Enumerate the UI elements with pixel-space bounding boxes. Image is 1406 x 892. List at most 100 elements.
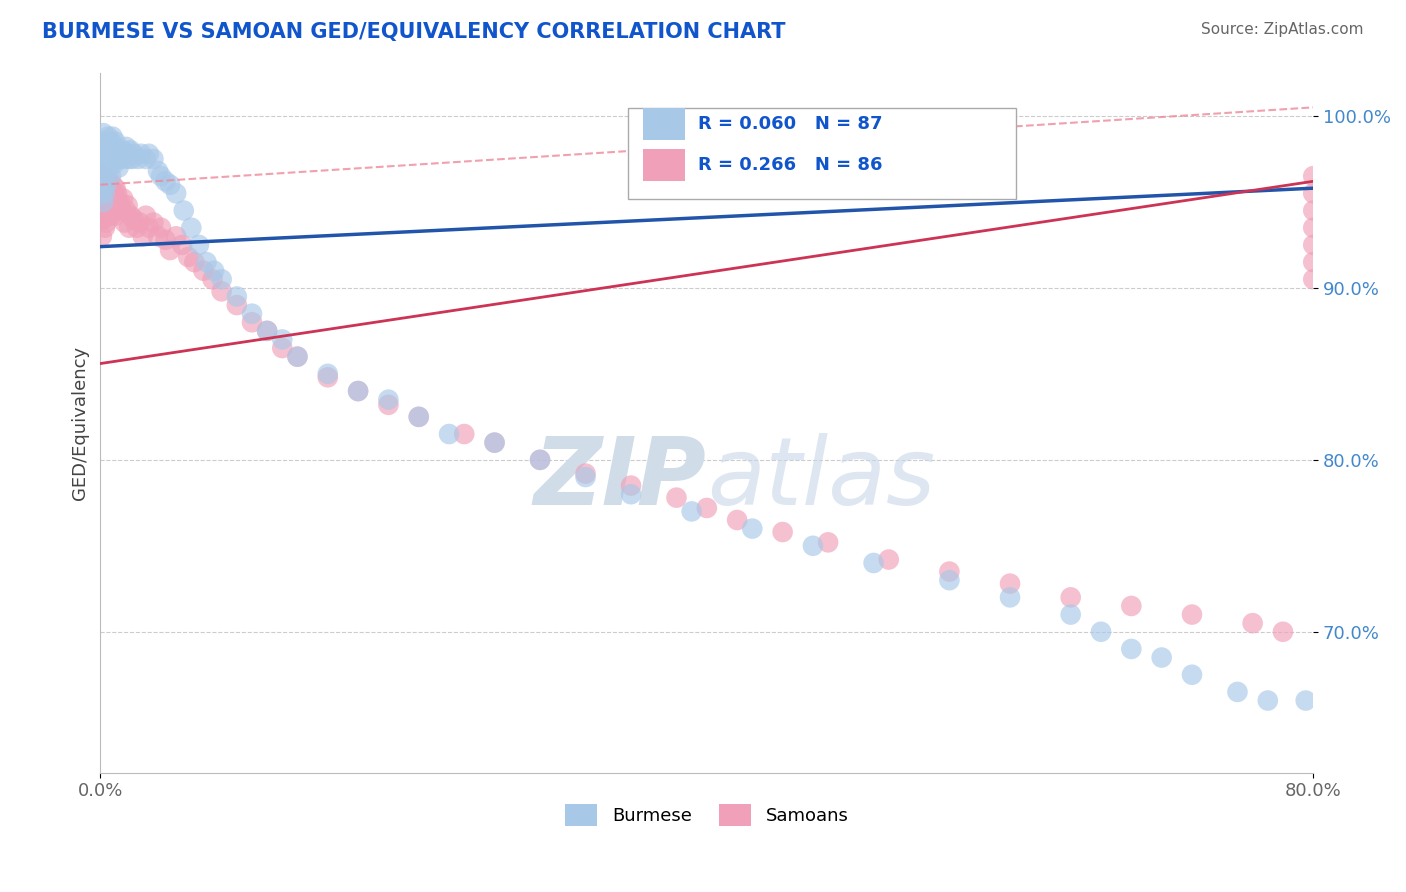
Point bbox=[172, 238, 194, 252]
Point bbox=[94, 220, 117, 235]
Point bbox=[202, 263, 225, 277]
Point bbox=[681, 504, 703, 518]
Point bbox=[146, 229, 169, 244]
Point bbox=[1302, 169, 1324, 183]
Point bbox=[135, 209, 157, 223]
Point bbox=[877, 552, 900, 566]
Point bbox=[93, 178, 115, 192]
Point bbox=[1150, 650, 1173, 665]
Point bbox=[1090, 624, 1112, 639]
Point bbox=[93, 212, 115, 227]
Point bbox=[94, 135, 117, 149]
Point bbox=[101, 129, 124, 144]
Point bbox=[271, 333, 294, 347]
Point bbox=[125, 220, 148, 235]
Point bbox=[90, 152, 112, 166]
Point bbox=[135, 152, 157, 166]
Point bbox=[195, 255, 218, 269]
Point bbox=[103, 140, 125, 154]
Point bbox=[115, 203, 138, 218]
Point bbox=[105, 146, 128, 161]
Point bbox=[801, 539, 824, 553]
Point bbox=[142, 152, 165, 166]
Point bbox=[94, 169, 117, 183]
Point bbox=[100, 186, 122, 201]
Point bbox=[93, 144, 115, 158]
Point bbox=[938, 565, 960, 579]
Point bbox=[408, 409, 430, 424]
Point bbox=[100, 169, 122, 183]
Point bbox=[104, 152, 127, 166]
Point bbox=[1121, 642, 1143, 657]
Point bbox=[1302, 255, 1324, 269]
Point bbox=[94, 186, 117, 201]
Point bbox=[94, 194, 117, 209]
Point bbox=[90, 178, 112, 192]
Point bbox=[240, 315, 263, 329]
Point bbox=[127, 152, 149, 166]
Point bbox=[108, 194, 131, 209]
Point bbox=[256, 324, 278, 338]
Point bbox=[107, 161, 129, 175]
Point bbox=[173, 203, 195, 218]
Point bbox=[98, 198, 121, 212]
Point bbox=[146, 164, 169, 178]
Point bbox=[104, 135, 127, 149]
Point bbox=[122, 212, 145, 227]
Point bbox=[122, 146, 145, 161]
Point bbox=[150, 220, 173, 235]
Text: R = 0.060   N = 87: R = 0.060 N = 87 bbox=[699, 115, 883, 133]
Point bbox=[574, 470, 596, 484]
Text: atlas: atlas bbox=[707, 434, 935, 524]
Point bbox=[112, 192, 135, 206]
Point bbox=[1121, 599, 1143, 613]
Point bbox=[93, 161, 115, 175]
Point bbox=[347, 384, 370, 398]
Point bbox=[104, 209, 127, 223]
Point bbox=[96, 216, 118, 230]
Point bbox=[108, 152, 131, 166]
Point bbox=[97, 129, 120, 144]
Point bbox=[453, 427, 475, 442]
Point bbox=[114, 152, 136, 166]
Point bbox=[998, 591, 1021, 605]
Point bbox=[201, 272, 224, 286]
Point bbox=[1302, 238, 1324, 252]
Point bbox=[211, 285, 233, 299]
Point bbox=[97, 146, 120, 161]
Point bbox=[938, 573, 960, 587]
Point bbox=[665, 491, 688, 505]
Point bbox=[287, 350, 309, 364]
Point bbox=[142, 216, 165, 230]
Point bbox=[118, 152, 141, 166]
Point bbox=[117, 198, 139, 212]
Point bbox=[1257, 693, 1279, 707]
FancyBboxPatch shape bbox=[643, 108, 685, 140]
Point bbox=[817, 535, 839, 549]
Point bbox=[287, 350, 309, 364]
Point bbox=[118, 220, 141, 235]
Point bbox=[529, 453, 551, 467]
Point bbox=[998, 576, 1021, 591]
Point bbox=[93, 194, 115, 209]
Point bbox=[96, 174, 118, 188]
FancyBboxPatch shape bbox=[643, 149, 685, 181]
Point bbox=[100, 209, 122, 223]
Point bbox=[696, 500, 718, 515]
Point bbox=[98, 140, 121, 154]
Point bbox=[155, 233, 177, 247]
Point bbox=[725, 513, 748, 527]
Point bbox=[574, 467, 596, 481]
Point bbox=[104, 181, 127, 195]
Point bbox=[132, 229, 155, 244]
Point bbox=[377, 392, 399, 407]
Point bbox=[94, 152, 117, 166]
Point bbox=[96, 144, 118, 158]
Point bbox=[193, 263, 215, 277]
Point bbox=[97, 181, 120, 195]
Point bbox=[107, 144, 129, 158]
Point bbox=[100, 135, 122, 149]
Point bbox=[1181, 607, 1204, 622]
Point bbox=[1271, 624, 1294, 639]
Text: ZIP: ZIP bbox=[534, 433, 707, 524]
